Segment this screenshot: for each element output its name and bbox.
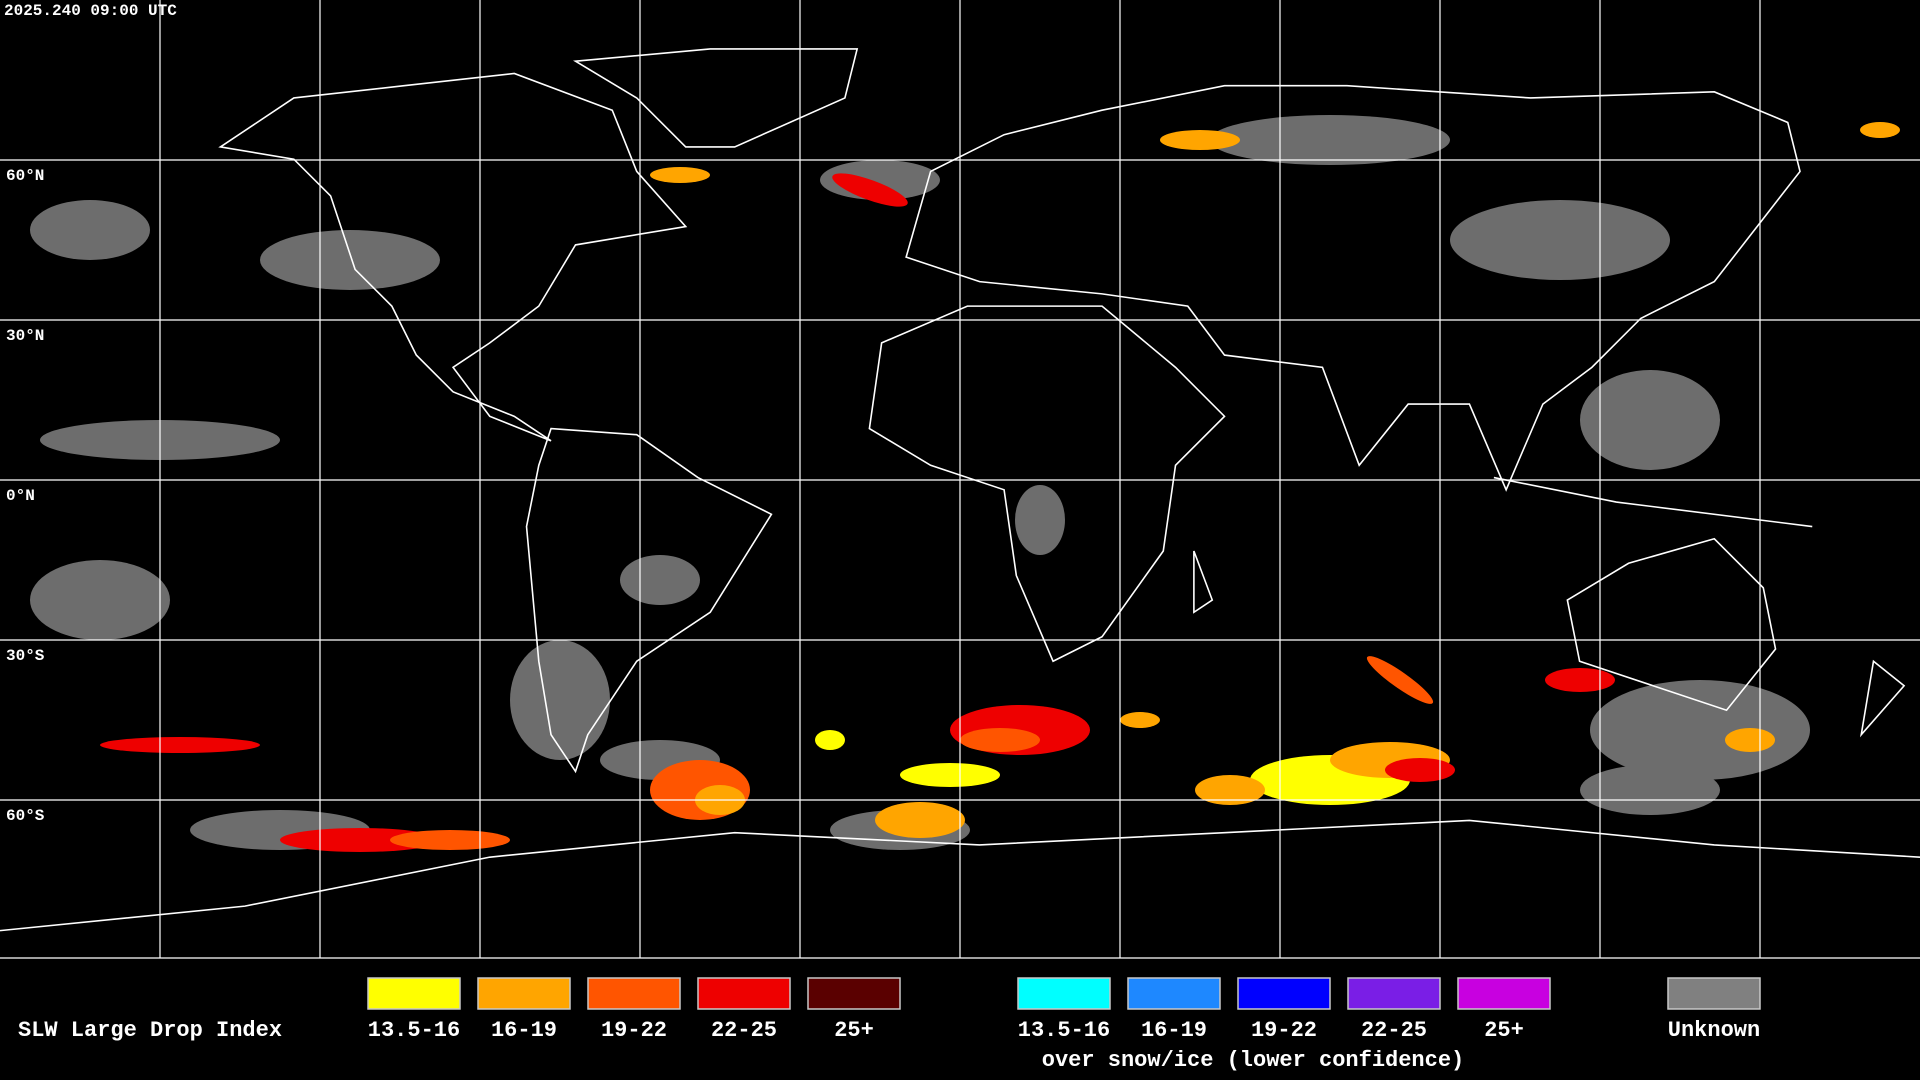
- latitude-label: 60°N: [6, 167, 44, 185]
- latitude-label: 0°N: [6, 487, 35, 505]
- legend-swatch: [697, 977, 791, 1010]
- legend-label: 13.5-16: [368, 1018, 460, 1043]
- legend-swatch: [1237, 977, 1331, 1010]
- legend-label: 13.5-16: [1018, 1018, 1110, 1043]
- legend-swatch: [807, 977, 901, 1010]
- legend-swatch: [367, 977, 461, 1010]
- legend-swatch: [1127, 977, 1221, 1010]
- coastlines: [0, 49, 1920, 931]
- legend-swatch: [477, 977, 571, 1010]
- legend-label: 16-19: [491, 1018, 557, 1043]
- legend-swatch: [1457, 977, 1551, 1010]
- legend-swatch: [587, 977, 681, 1010]
- latitude-labels: 60°N 30°N 0°N 30°S 60°S: [6, 167, 45, 825]
- legend-label: 16-19: [1141, 1018, 1207, 1043]
- snow-caption: over snow/ice (lower confidence): [1042, 1048, 1464, 1073]
- graticule: [0, 0, 1920, 959]
- legend-title: SLW Large Drop Index: [18, 1018, 282, 1043]
- legend-swatch: [1017, 977, 1111, 1010]
- legend-label: 25+: [834, 1018, 874, 1043]
- legend-label: 25+: [1484, 1018, 1524, 1043]
- legend-swatch: [1667, 977, 1761, 1010]
- legend-label: 19-22: [601, 1018, 667, 1043]
- latitude-label: 60°S: [6, 807, 45, 825]
- legend-label: 22-25: [1361, 1018, 1427, 1043]
- latitude-label: 30°S: [6, 647, 45, 665]
- legend-label: 22-25: [711, 1018, 777, 1043]
- legend-swatch: [1347, 977, 1441, 1010]
- latitude-label: 30°N: [6, 327, 44, 345]
- legend-label: 19-22: [1251, 1018, 1317, 1043]
- legend: SLW Large Drop Index over snow/ice (lowe…: [18, 977, 1761, 1073]
- cloud-pixels: [30, 115, 1900, 852]
- timestamp: 2025.240 09:00 UTC: [4, 2, 177, 20]
- legend-label: Unknown: [1668, 1018, 1760, 1043]
